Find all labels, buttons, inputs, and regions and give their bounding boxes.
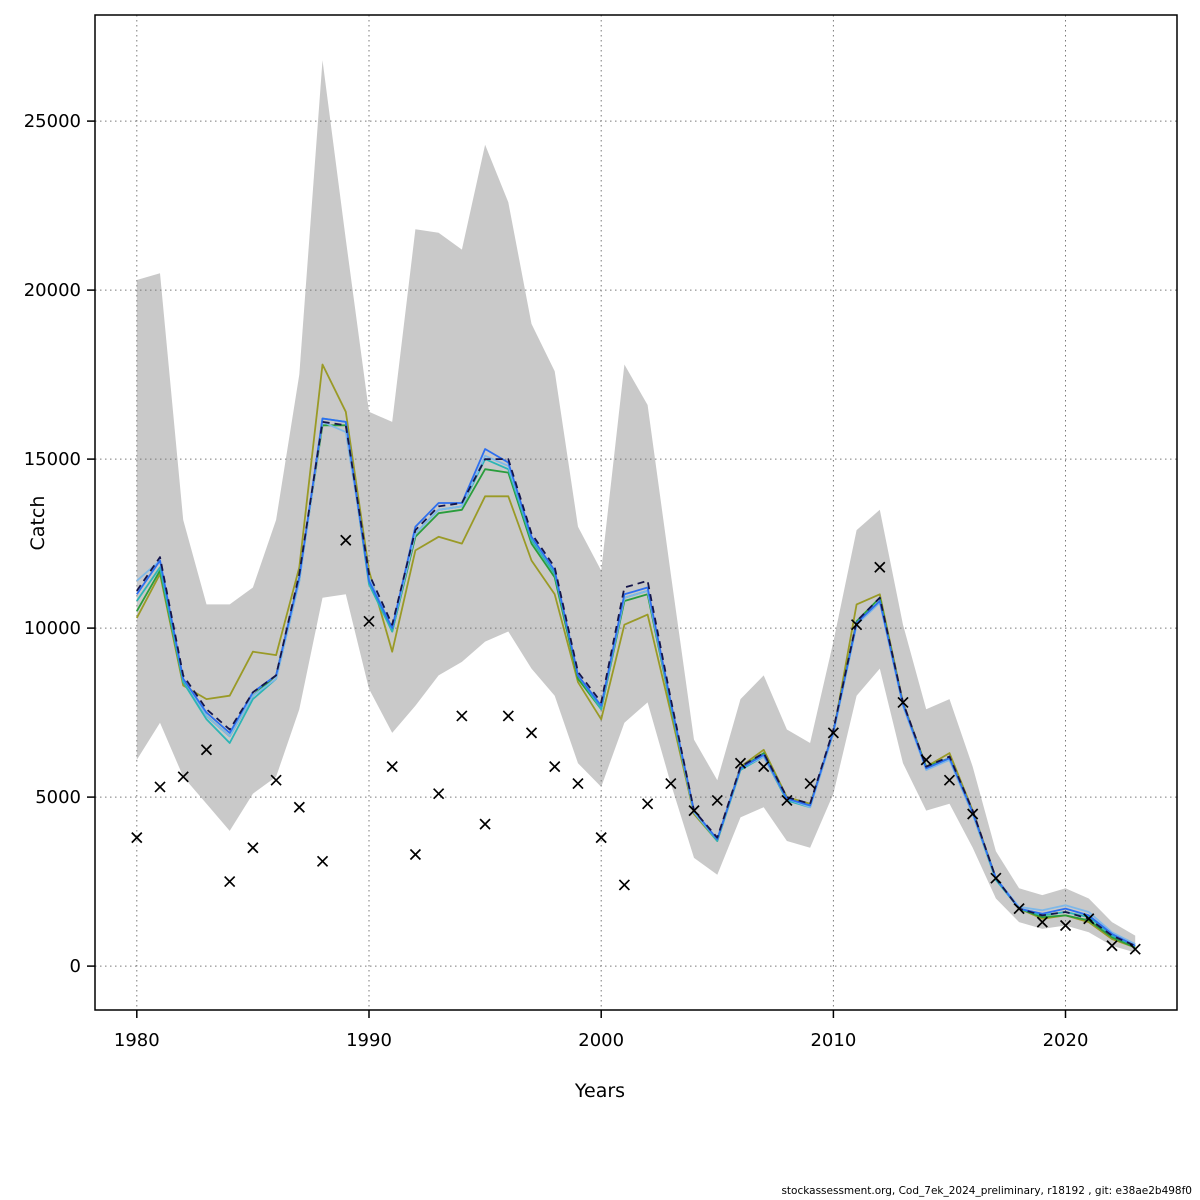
observed-x-marker [572,777,584,790]
observed-x-marker [270,774,282,786]
observed-x-marker [595,832,607,844]
observed-x-marker [1059,919,1072,932]
observed-x-marker [804,777,816,790]
observed-x-marker [386,761,398,773]
plot-border [94,14,1178,1011]
observed-x-marker [758,761,770,773]
observed-x-marker [665,777,677,790]
observed-x-marker [897,696,909,709]
observed-x-marker [409,848,422,861]
observed-x-marker [1083,913,1095,925]
y-tick-label: 10000 [24,618,81,639]
observed-x-marker [850,619,863,631]
observed-x-marker [711,794,723,807]
footer-attribution: stockassessment.org, Cod_7ek_2024_prelim… [781,1185,1192,1197]
observed-x-marker [688,804,700,817]
observed-x-marker [1129,943,1141,955]
observed-x-marker [247,842,259,854]
observed-x-marker [827,727,839,739]
confidence-band [136,60,1136,953]
observed-x-marker [990,872,1002,884]
x-tick-label: 2000 [578,1030,624,1051]
observed-x-marker [479,818,491,830]
observed-x-marker [131,832,143,844]
observed-x-marker [781,794,793,807]
observed-x-marker [549,761,561,773]
observed-x-marker [316,855,329,867]
observed-catch-markers [131,534,1141,955]
y-tick-label: 5000 [35,787,81,808]
observed-x-marker [734,757,747,769]
observed-x-marker [154,781,166,793]
x-tick-label: 1980 [114,1030,160,1051]
y-tick-label: 25000 [24,111,81,132]
observed-x-marker [1013,903,1025,915]
observed-x-marker [177,771,189,783]
observed-x-marker [618,879,630,891]
y-tick-label: 20000 [24,280,81,301]
x-axis-title: Years [574,1080,626,1102]
series-line-fit-base [136,420,1136,947]
observed-x-marker [525,727,538,739]
y-tick-label: 0 [70,956,81,977]
observed-x-marker [1036,916,1048,928]
observed-x-marker [456,710,468,722]
observed-x-marker [1106,940,1118,952]
y-axis-title: Catch [27,495,49,551]
observed-x-marker [200,744,213,756]
observed-x-marker [920,754,932,766]
observed-x-marker [293,801,305,813]
observed-x-marker [874,561,886,573]
observed-x-marker [224,875,236,888]
observed-x-marker [433,788,445,800]
y-tick-label: 15000 [24,449,81,470]
observed-x-marker [363,615,375,627]
x-tick-label: 1990 [346,1030,392,1051]
observed-x-marker [642,798,654,810]
observed-x-marker [502,710,514,722]
x-tick-label: 2020 [1043,1030,1089,1051]
observed-x-marker [943,774,956,786]
x-tick-label: 2010 [810,1030,856,1051]
observed-x-marker [340,534,352,546]
observed-x-marker [967,808,979,820]
